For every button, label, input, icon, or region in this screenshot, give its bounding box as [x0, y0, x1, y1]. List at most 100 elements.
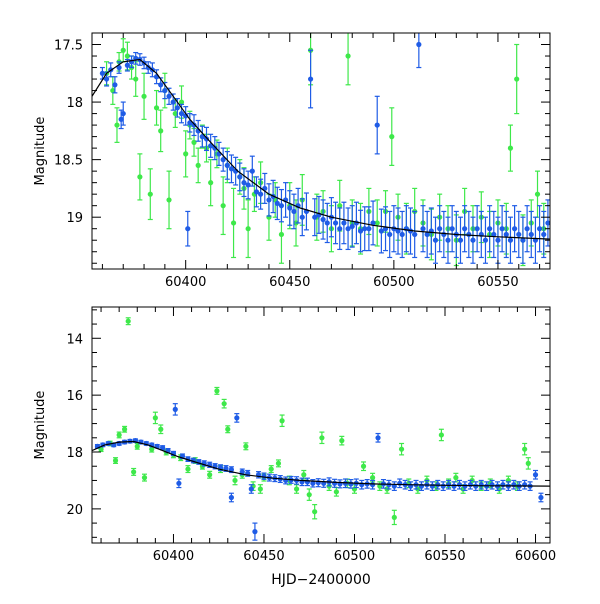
bottom-green-point	[257, 486, 263, 492]
top-blue-point	[124, 62, 130, 68]
top-blue-point	[237, 174, 243, 180]
bottom-green-point	[121, 426, 128, 432]
top-y-tick-label: 18	[66, 96, 83, 111]
bottom-blue-point	[310, 480, 316, 486]
bottom-green-point	[275, 460, 282, 466]
top-blue-point	[457, 237, 464, 243]
top-blue-point	[366, 226, 372, 232]
bottom-ticks: 60400 60450 60500 60550 60600 14 16 18 20	[66, 307, 556, 564]
top-blue-point	[378, 228, 384, 234]
top-green-point	[110, 87, 116, 94]
top-green-point	[133, 76, 139, 82]
top-blue-point	[528, 231, 534, 238]
bottom-blue-point	[500, 482, 506, 488]
top-green-point	[183, 151, 189, 157]
top-blue-point	[245, 182, 251, 188]
bottom-blue-point	[440, 483, 446, 489]
top-blue-point	[370, 220, 376, 226]
bottom-green-point	[279, 418, 285, 424]
top-blue-point	[362, 226, 368, 232]
top-y-tick-label: 18.5	[54, 154, 83, 169]
top-y-tick-label: 19	[66, 211, 83, 226]
top-blue-point	[158, 82, 164, 88]
bottom-blue-point	[261, 473, 267, 479]
top-blue-point	[258, 191, 264, 197]
top-blue-point	[474, 226, 480, 232]
top-green-point	[191, 139, 197, 145]
bottom-blue-point	[467, 482, 473, 488]
top-green-point	[345, 53, 351, 59]
top-blue-point	[178, 110, 185, 117]
top-blue-point	[449, 226, 455, 232]
top-green-point	[166, 197, 172, 203]
bottom-blue-point	[176, 480, 182, 486]
top-blue-point	[224, 162, 230, 168]
bottom-green-point	[293, 486, 300, 492]
top-blue-point	[337, 226, 343, 232]
bottom-blue-point	[451, 483, 457, 489]
top-blue-point	[420, 226, 426, 232]
top-green-point	[172, 110, 178, 117]
bottom-green-point	[301, 472, 307, 478]
top-blue-point	[170, 99, 176, 105]
top-blue-point	[291, 208, 297, 215]
top-blue-point	[416, 41, 422, 48]
top-green-point	[137, 174, 143, 180]
bottom-blue-point	[478, 482, 484, 488]
top-green-point	[230, 220, 237, 226]
top-blue-point	[345, 226, 351, 232]
bottom-blue-point	[446, 482, 452, 488]
top-blue-point	[536, 226, 543, 232]
top-green-point	[507, 145, 514, 151]
top-blue-point	[320, 216, 326, 223]
top-blue-point	[441, 231, 447, 238]
bottom-x-tick-label: 60600	[515, 549, 556, 564]
top-blue-point	[512, 226, 518, 232]
top-green-point	[178, 99, 185, 105]
top-blue-point	[499, 226, 505, 232]
bottom-green-point	[360, 463, 367, 469]
bottom-blue-point	[234, 415, 240, 421]
bottom-green-point	[268, 466, 274, 472]
top-blue-point	[520, 237, 526, 243]
bottom-green-point	[221, 401, 227, 407]
top-green-point	[124, 53, 130, 59]
bottom-blue-point	[462, 483, 468, 489]
bottom-x-tick-label: 60450	[243, 549, 284, 564]
bottom-green-point	[232, 477, 238, 484]
top-blue-point	[432, 237, 439, 243]
top-blue-point	[191, 122, 197, 128]
top-blue-point	[278, 203, 285, 209]
bottom-blue-point	[304, 479, 311, 485]
top-blue-point	[274, 200, 280, 206]
top-blue-point	[516, 231, 522, 238]
top-blue-point	[220, 157, 226, 163]
top-blue-point	[374, 122, 380, 128]
bottom-plot-area	[92, 317, 550, 541]
top-blue-point	[507, 237, 514, 243]
bottom-green-point	[391, 514, 397, 521]
bottom-blue-point	[532, 472, 539, 478]
bottom-green-point	[525, 460, 531, 466]
top-blue-point	[166, 93, 172, 99]
top-blue-point	[541, 231, 547, 238]
top-green-point	[534, 191, 541, 197]
bottom-green-point	[125, 318, 131, 324]
bottom-y-tick-label: 14	[66, 332, 83, 347]
top-blue-point	[424, 231, 430, 238]
top-green-point	[389, 134, 395, 140]
bottom-blue-point	[348, 481, 354, 487]
top-blue-point	[482, 237, 489, 243]
top-axes-frame	[91, 32, 551, 270]
top-blue-point	[437, 226, 443, 232]
bottom-green-point	[152, 415, 158, 421]
top-blue-point	[462, 226, 468, 232]
top-green-point	[153, 105, 160, 111]
top-blue-point	[174, 105, 180, 111]
top-blue-point	[299, 214, 305, 220]
top-green-point	[120, 47, 126, 53]
bottom-blue-point	[172, 406, 178, 412]
top-x-tick-label: 60450	[269, 275, 310, 290]
